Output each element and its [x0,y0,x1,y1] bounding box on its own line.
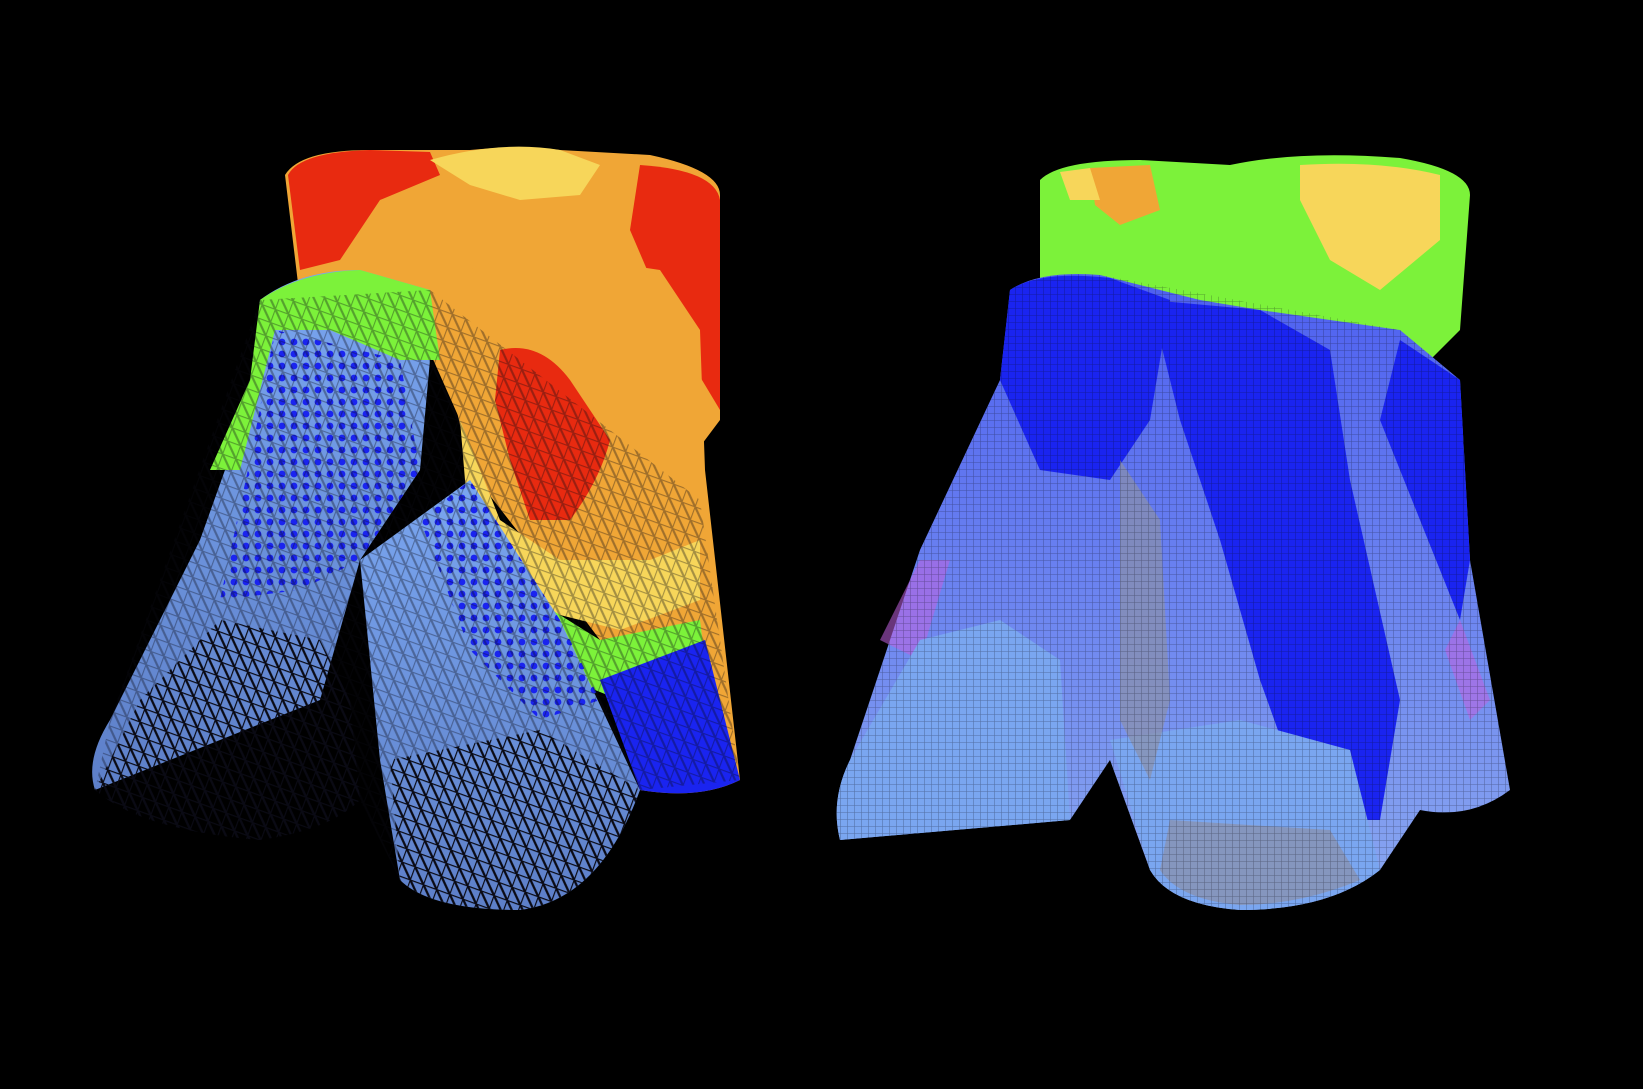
left-garment-yellow-rim [430,146,600,200]
right-garment-yellow-spot-left [1060,168,1100,200]
right-garment-yellow-spot-right [1300,163,1440,290]
left-garment [92,146,740,910]
right-garment [836,155,1510,910]
right-garment-orange-spot [1090,165,1160,225]
left-garment-red-zone-back-left [288,150,440,270]
left-garment-coarse-overlay [95,290,740,910]
right-garment-fine-mesh [836,274,1510,910]
